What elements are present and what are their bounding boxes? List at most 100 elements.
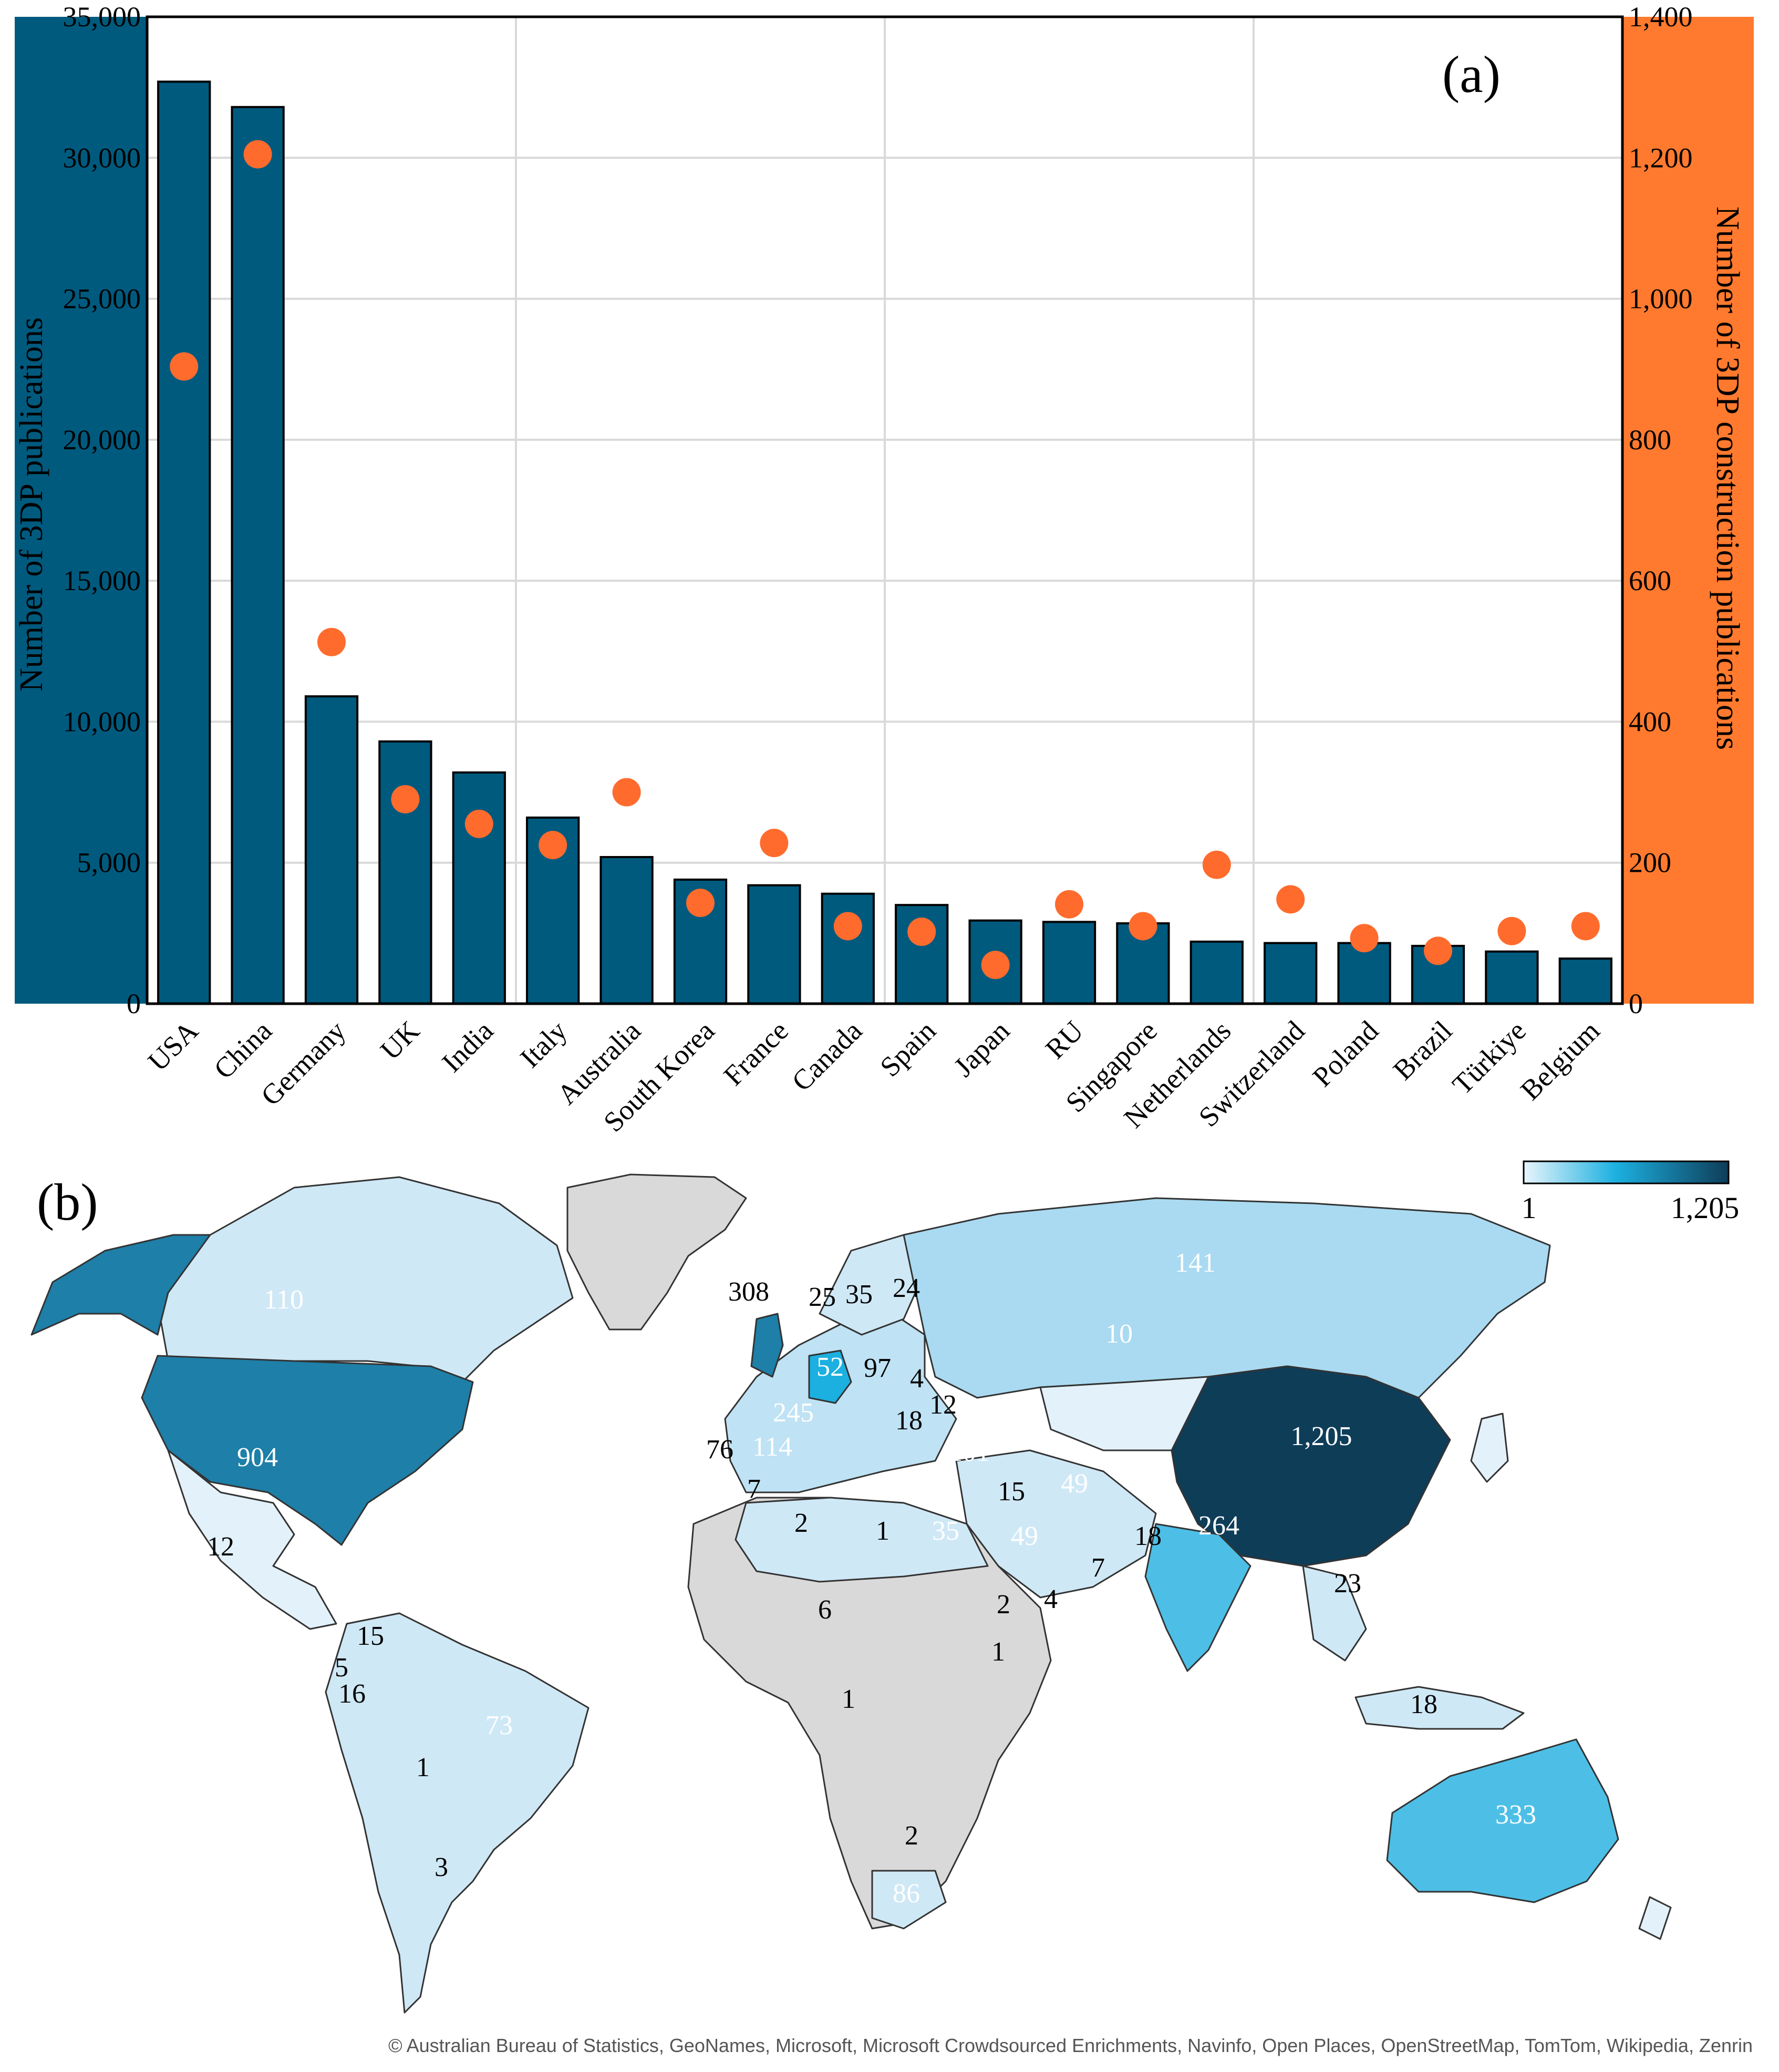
japan-region <box>1470 1413 1509 1483</box>
region-value-label: 49 <box>1011 1521 1038 1551</box>
europe-region <box>724 1313 957 1493</box>
right-tick-label: 200 <box>1629 847 1671 879</box>
region-value-label: 333 <box>1495 1800 1536 1830</box>
region-value-label: 49 <box>1061 1469 1088 1499</box>
category-label: USA <box>142 1015 204 1077</box>
canada-region <box>157 1176 574 1383</box>
legend-min-label: 1 <box>1522 1191 1537 1225</box>
region-value-label: 18 <box>1410 1689 1437 1719</box>
region-value-label: 1,205 <box>1291 1421 1352 1451</box>
region-value-label: 141 <box>1175 1248 1216 1278</box>
region-value-label: 16 <box>338 1679 366 1709</box>
bar-india <box>452 771 506 1005</box>
left-tick-label: 5,000 <box>77 847 141 879</box>
region-value-label: 3 <box>435 1852 448 1882</box>
category-label: France <box>718 1015 794 1091</box>
region-value-label: 5 <box>335 1653 348 1683</box>
left-tick-labels: 0 5,000 10,000 15,000 20,000 25,000 30,000 35,0… <box>63 1 141 1019</box>
bar-france <box>747 884 801 1005</box>
left-tick-label: 35,000 <box>63 1 141 33</box>
se-asia-region <box>1302 1565 1367 1662</box>
left-tick-label: 25,000 <box>63 283 141 315</box>
right-tick-label: 1,400 <box>1629 1 1693 33</box>
greenland-region <box>566 1173 747 1331</box>
legend-color-bar <box>1523 1160 1730 1184</box>
region-value-label: 7 <box>747 1474 761 1504</box>
right-tick-label: 1,200 <box>1629 142 1693 173</box>
bar-switzerland <box>1264 942 1318 1005</box>
region-value-label: 2 <box>794 1508 808 1538</box>
bar-netherlands <box>1190 940 1244 1005</box>
panel-label-b: (b) <box>37 1173 98 1231</box>
china-region <box>1171 1365 1451 1567</box>
bar-germany <box>304 695 359 1005</box>
region-value-label: 114 <box>752 1432 792 1462</box>
dots <box>170 140 1600 980</box>
new-zealand-region <box>1638 1896 1672 1940</box>
india-region <box>1144 1523 1251 1672</box>
plot-frame <box>146 15 1624 1005</box>
left-tick-label: 0 <box>127 988 141 1019</box>
dot-poland <box>1350 924 1379 953</box>
region-value-label: 15 <box>357 1621 384 1651</box>
russia-region <box>903 1197 1551 1399</box>
bar-türkiye <box>1485 950 1539 1005</box>
right-tick-labels: 0 200 400 600 800 1,000 1,200 1,400 <box>1629 1 1693 1019</box>
category-label: UK <box>374 1015 426 1066</box>
region-value-label: 4 <box>1044 1584 1058 1614</box>
dot-ru <box>1055 890 1083 919</box>
germany-region <box>808 1349 852 1404</box>
dot-china <box>243 140 272 169</box>
dot-italy <box>539 831 567 860</box>
panel-label-a: (a) <box>1442 45 1501 104</box>
right-tick-label: 400 <box>1629 706 1671 737</box>
left-tick-label: 20,000 <box>63 424 141 456</box>
right-tick-label: 0 <box>1629 988 1643 1019</box>
region-value-label: 6 <box>818 1595 832 1625</box>
right-tick-label: 600 <box>1629 565 1671 596</box>
mexico-region <box>167 1449 337 1630</box>
region-value-label: 23 <box>1334 1569 1361 1599</box>
left-tick-label: 10,000 <box>63 706 141 737</box>
region-value-label: 2 <box>905 1821 918 1851</box>
bars <box>157 80 1612 1005</box>
bar-australia <box>599 855 654 1005</box>
dot-singapore <box>1129 912 1157 941</box>
category-label: China <box>208 1015 278 1085</box>
category-label: Italy <box>514 1015 573 1074</box>
right-tick-label: 1,000 <box>1629 283 1693 315</box>
region-value-label: 12 <box>929 1390 957 1420</box>
right-axis-band <box>1622 17 1754 1004</box>
region-value-label: 110 <box>264 1285 304 1315</box>
dot-france <box>760 829 789 858</box>
category-label: RU <box>1039 1015 1089 1065</box>
dot-japan <box>981 951 1010 980</box>
dot-netherlands <box>1202 850 1231 879</box>
region-value-label: 2 <box>997 1590 1010 1620</box>
left-axis-title: Number of 3DP publications <box>14 317 49 692</box>
uk-region <box>750 1313 784 1378</box>
alaska-region <box>30 1234 211 1336</box>
region-value-label: 52 <box>816 1352 844 1382</box>
category-label: India <box>436 1015 499 1078</box>
dot-usa <box>170 352 199 381</box>
region-value-label: 76 <box>706 1435 733 1465</box>
region-value-label: 73 <box>485 1710 513 1740</box>
region-value-label: 86 <box>893 1879 920 1909</box>
gridlines <box>147 17 1622 1004</box>
australia-region <box>1386 1738 1619 1903</box>
category-label: Japan <box>948 1015 1016 1083</box>
dot-spain <box>907 918 936 946</box>
map-regions <box>30 1173 1672 2014</box>
bar-uk <box>378 740 432 1005</box>
region-value-label: 245 <box>773 1398 814 1428</box>
region-value-label: 7 <box>1091 1553 1105 1583</box>
north-africa-region <box>735 1497 989 1583</box>
bar-canada <box>821 892 875 1005</box>
chart-a: 0 5,000 10,000 15,000 20,000 25,000 30,000 35,0… <box>14 1 1754 1138</box>
category-label: Spain <box>874 1015 942 1083</box>
dot-south-korea <box>686 889 715 918</box>
